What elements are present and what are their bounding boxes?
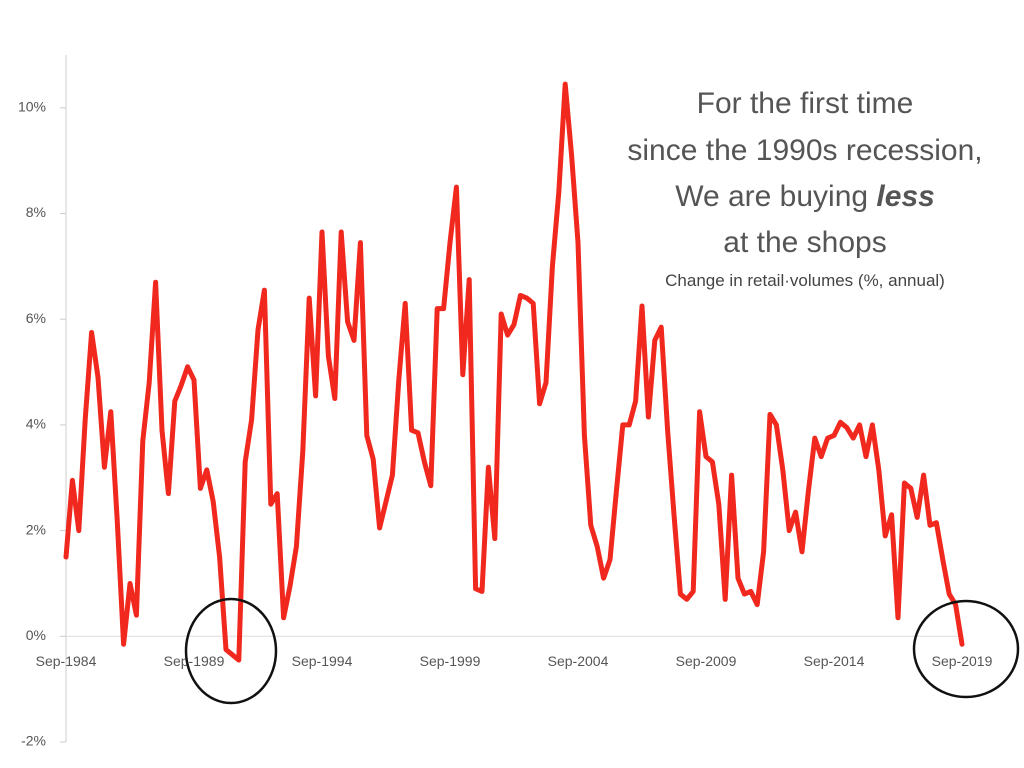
x-tick-label: Sep-1999 (420, 653, 481, 669)
y-tick-label: 10% (18, 99, 46, 115)
annotation: since the 1990s recession, (627, 134, 982, 167)
annotation: We are buying less (675, 180, 935, 213)
data-line (63, 81, 965, 663)
x-tick-label: Sep-2019 (932, 653, 993, 669)
x-tick-label: Sep-2009 (676, 653, 737, 669)
y-tick-label: 4% (26, 416, 46, 432)
x-tick-label: Sep-1994 (292, 653, 353, 669)
plot: -2% 0% 2% 4% 6% 8% 10% Sep-1984 Sep-1989 Sep-1994… (18, 81, 993, 749)
annotation: at the shops (723, 226, 886, 259)
annotation-emphasis: less (876, 180, 934, 213)
highlight-circle (184, 597, 278, 705)
annotation: For the first time (697, 87, 914, 120)
x-tick-label: Sep-2014 (804, 653, 865, 669)
y-tick-label: 6% (26, 310, 46, 326)
y-tick-label: -2% (21, 733, 46, 749)
annotation: We are buying (675, 180, 876, 213)
y-tick-label: 0% (26, 627, 46, 643)
subtitle: Change in retail·volumes (%, annual) (665, 271, 945, 290)
y-tick-label: 8% (26, 204, 46, 220)
x-tick-label: Sep-1984 (36, 653, 97, 669)
y-tick-label: 2% (26, 521, 46, 537)
x-tick-label: Sep-2004 (548, 653, 609, 669)
highlight-circle (912, 599, 1020, 699)
x-tick-label: Sep-1989 (164, 653, 225, 669)
